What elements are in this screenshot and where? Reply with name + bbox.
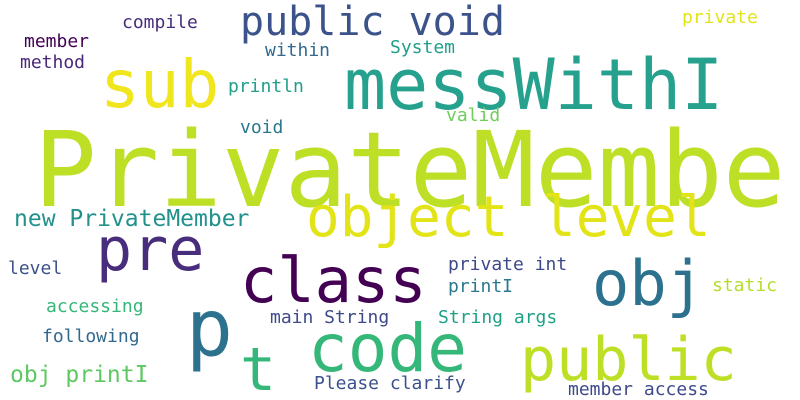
word-private-int: private int: [448, 254, 568, 275]
word-obj: obj: [592, 247, 704, 320]
word-compile: compile: [122, 12, 198, 33]
word-method: method: [20, 52, 86, 73]
word-accessing: accessing: [46, 296, 144, 317]
word-obj-printi: obj printI: [10, 362, 149, 388]
word-code: code: [308, 310, 467, 387]
word-pre: pre: [96, 215, 205, 285]
word-level: level: [8, 258, 63, 279]
word-class: class: [240, 244, 427, 317]
word-printi: printI: [448, 276, 514, 297]
word-main-string: main String: [270, 307, 390, 328]
word-valid: valid: [446, 105, 501, 126]
word-following: following: [42, 326, 140, 347]
word-messwithi: messWithI: [344, 44, 724, 126]
word-t: t: [240, 335, 277, 400]
word-static: static: [712, 275, 778, 296]
word-member-access: member access: [568, 379, 709, 400]
word-void: void: [240, 117, 284, 138]
word-println: println: [228, 76, 304, 97]
word-within: within: [265, 40, 331, 61]
word-object-level: object level: [306, 185, 711, 250]
word-public: public: [520, 325, 737, 395]
word-p: p: [186, 284, 233, 374]
word-new-privatemember: new PrivateMember: [14, 206, 250, 232]
word-public-void: public void: [240, 0, 505, 45]
word-please-clarify: Please clarify: [314, 373, 466, 394]
word-member: member: [24, 31, 90, 52]
word-private: private: [682, 7, 758, 28]
word-privatemember: PrivateMember: [34, 109, 800, 231]
word-sub: sub: [100, 46, 220, 123]
word-string-args: String args: [438, 307, 558, 328]
word-system: System: [390, 37, 456, 58]
